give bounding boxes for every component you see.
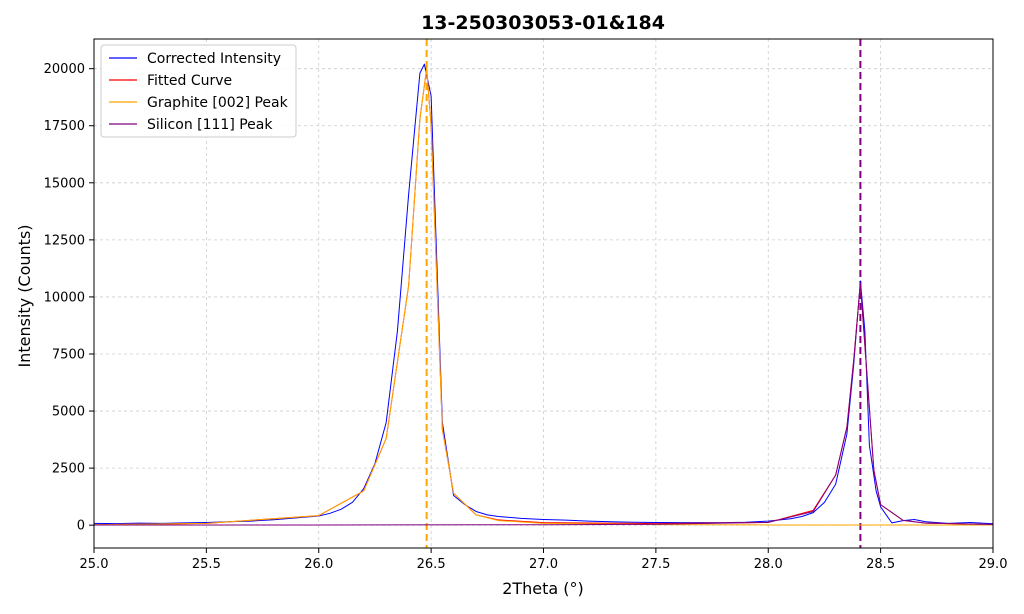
legend-label: Graphite [002] Peak xyxy=(147,95,289,111)
y-tick-label: 5000 xyxy=(52,405,85,420)
legend-box xyxy=(100,44,297,138)
y-tick-label: 20000 xyxy=(44,62,85,77)
series-line-graphite-002-peak xyxy=(93,68,994,526)
axis-ticks: 25.0 25.5 26.0 26.5 27.0 27.5 28.0 28.5 29.0 0 250… xyxy=(44,62,1008,572)
legend: Corrected Intensity Fitted Curve Graphite … xyxy=(100,44,297,138)
legend-label: Corrected Intensity xyxy=(147,51,281,67)
y-tick-label: 7500 xyxy=(52,347,85,362)
y-tick-label: 0 xyxy=(77,519,85,534)
x-tick-label: 29.0 xyxy=(979,557,1008,572)
x-axis-title: 2Theta (°) xyxy=(502,579,584,598)
x-tick-label: 27.5 xyxy=(641,557,670,572)
y-tick-label: 17500 xyxy=(44,119,85,134)
x-tick-label: 28.5 xyxy=(866,557,895,572)
series-line-silicon-111-peak xyxy=(93,282,994,526)
legend-label: Silicon [111] Peak xyxy=(147,117,273,133)
y-tick-label: 2500 xyxy=(52,462,85,477)
x-tick-label: 28.0 xyxy=(754,557,783,572)
y-tick-label: 10000 xyxy=(44,290,85,305)
y-axis-title: Intensity (Counts) xyxy=(15,224,34,367)
x-tick-label: 25.0 xyxy=(80,557,109,572)
data-series xyxy=(93,63,994,526)
x-tick-label: 25.5 xyxy=(192,557,221,572)
y-tick-label: 15000 xyxy=(44,176,85,191)
reference-peak-lines xyxy=(425,39,862,548)
legend-label: Fitted Curve xyxy=(147,73,232,89)
x-tick-label: 26.5 xyxy=(417,557,446,572)
chart-title: 13-250303053-01&184 xyxy=(421,12,665,34)
x-tick-label: 27.0 xyxy=(529,557,558,572)
x-tick-label: 26.0 xyxy=(304,557,333,572)
y-tick-label: 12500 xyxy=(44,233,85,248)
